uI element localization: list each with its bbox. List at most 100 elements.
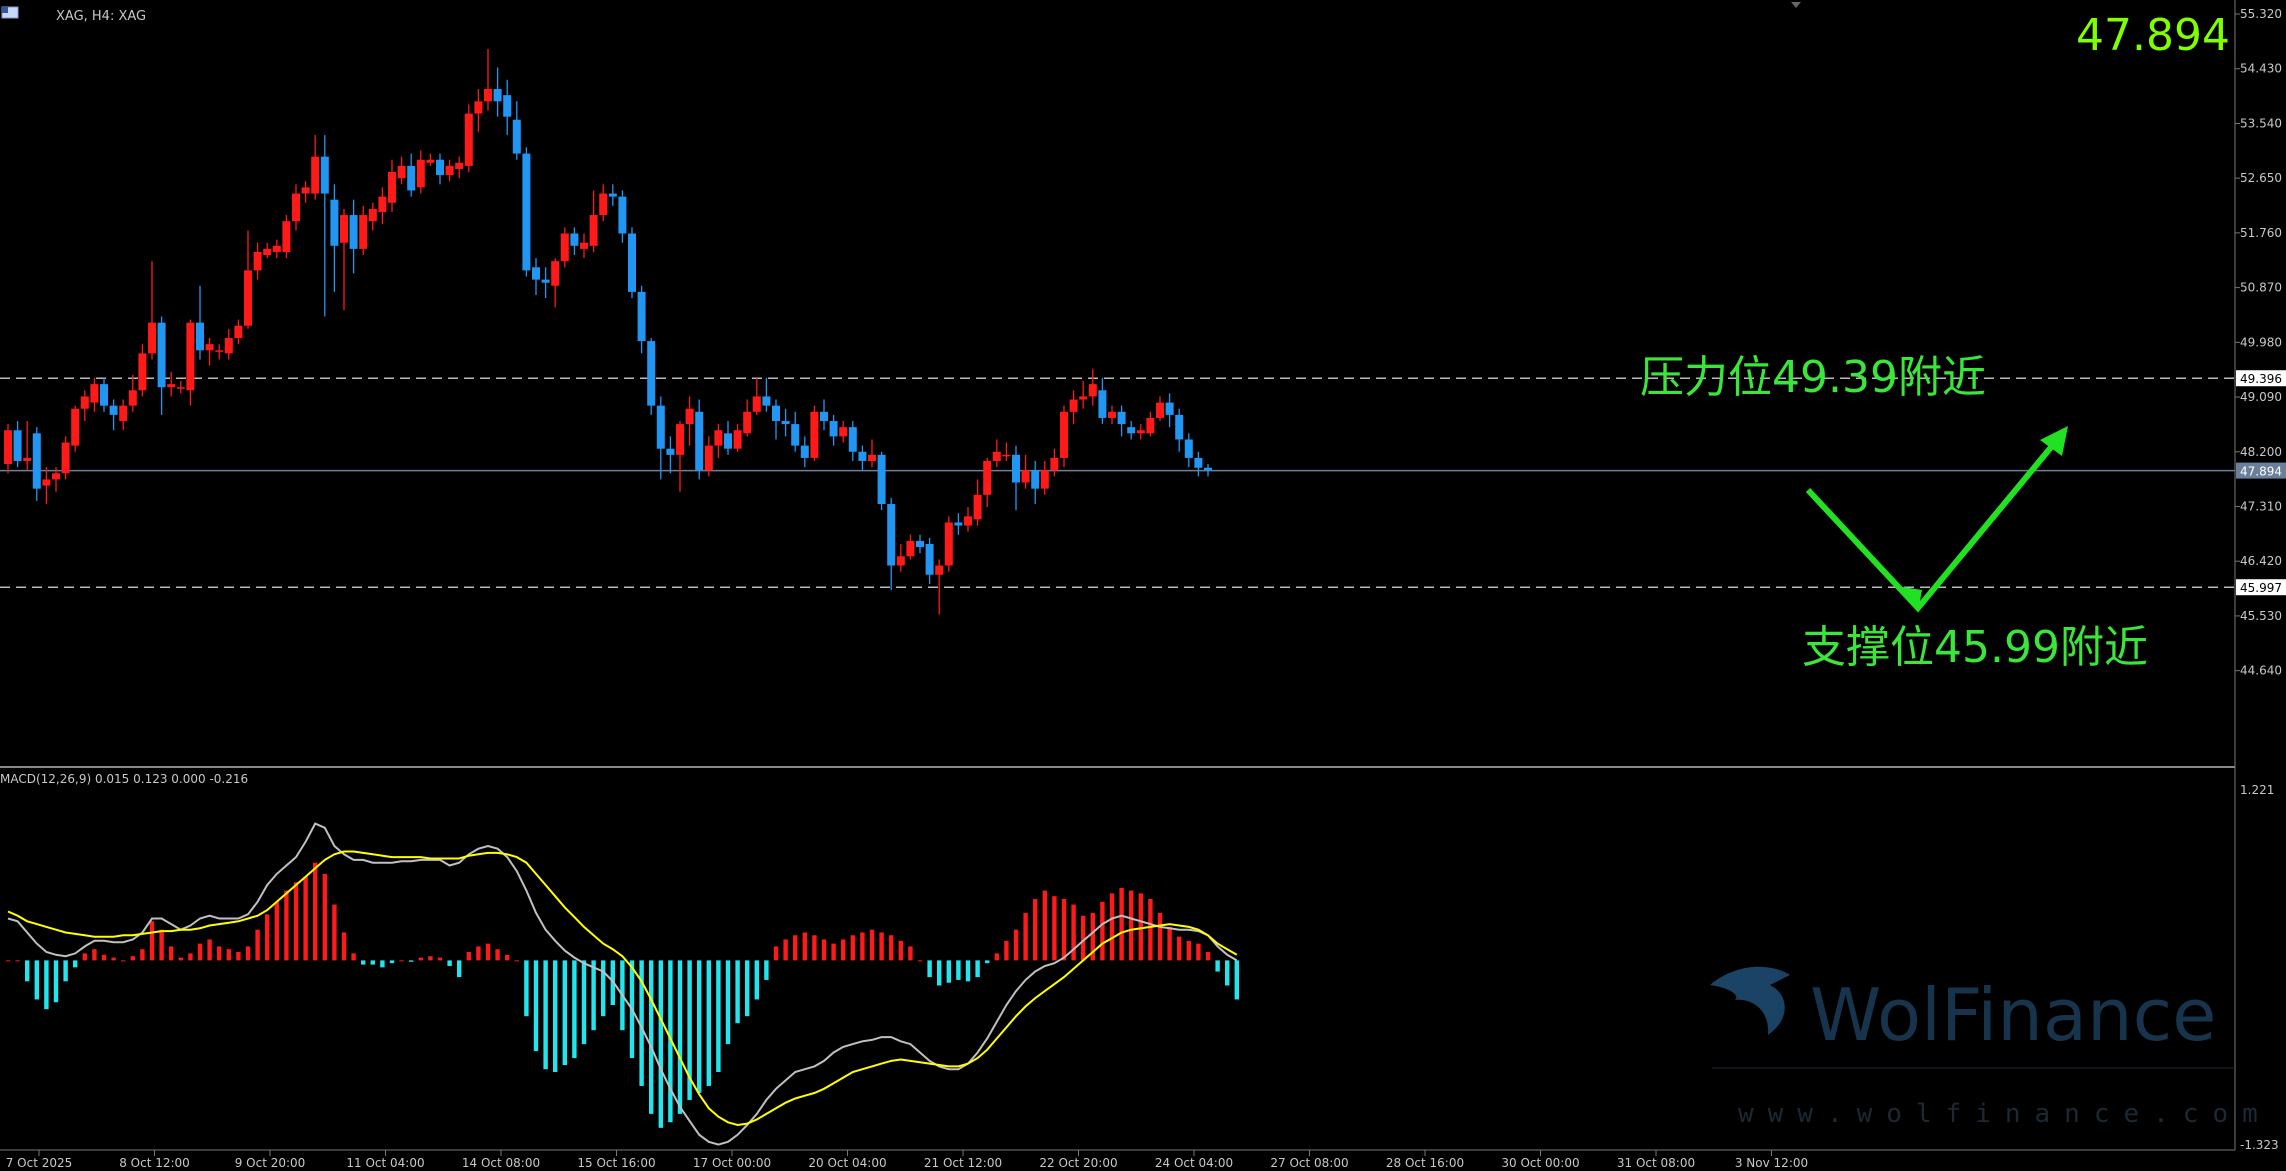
candle-bull (128, 390, 137, 406)
time-tick-label: 15 Oct 16:00 (577, 1156, 655, 1170)
macd-histogram-bar (783, 939, 788, 961)
candle-bull (234, 325, 243, 339)
candle-bull (464, 113, 473, 166)
candle-bull (4, 430, 12, 465)
macd-histogram-bar (5, 960, 11, 962)
price-tick-label: 49.090 (2240, 390, 2282, 404)
time-tick-label: 20 Oct 04:00 (808, 1156, 886, 1170)
candle-bear (1175, 414, 1184, 440)
macd-histogram-bar (812, 935, 817, 961)
price-tick-label: 54.430 (2240, 62, 2282, 76)
candle-bull (292, 193, 300, 222)
flag-canton (2, 7, 8, 13)
price-tick-label: 44.640 (2240, 664, 2282, 678)
macd-histogram-bar (937, 960, 942, 986)
candle-bull (23, 457, 32, 461)
candle-bear (820, 411, 828, 422)
candle-bull (301, 187, 310, 194)
macd-tick-label: 1.221 (2240, 783, 2274, 797)
macd-histogram-bar (341, 932, 347, 961)
macd-histogram-bar (898, 940, 903, 961)
macd-histogram-bar (1157, 912, 1163, 961)
candle-bear (522, 153, 531, 271)
macd-histogram-bar (130, 956, 135, 961)
candle-bear (407, 165, 416, 191)
candle-bull (964, 516, 972, 526)
candle-bull (263, 248, 272, 256)
macd-histogram-bar (476, 946, 481, 961)
macd-histogram-bar (793, 935, 798, 961)
candle-bear (330, 199, 339, 246)
macd-histogram-bar (293, 882, 299, 961)
candle-bull (61, 442, 70, 474)
macd-histogram-bar (418, 957, 423, 961)
price-tick-label: 46.420 (2240, 554, 2282, 568)
macd-histogram-bar (447, 960, 452, 966)
price-tag-label: 47.894 (2240, 465, 2282, 479)
candle-bull (868, 454, 876, 461)
macd-histogram-bar (687, 960, 692, 1100)
macd-histogram-bar (524, 960, 529, 1017)
macd-histogram-bar (284, 890, 289, 961)
macd-histogram-bar (1196, 943, 1201, 961)
candle-bull (992, 451, 1001, 461)
candle-bull (983, 460, 992, 495)
time-tick-label: 27 Oct 08:00 (1270, 1156, 1348, 1170)
macd-histogram-bar (457, 960, 462, 978)
price-level-lines: 49.396 47.894 45.997 (0, 370, 2286, 596)
candle-bull (896, 556, 905, 566)
macd-histogram-bar (591, 960, 596, 1031)
candle-bear (887, 504, 896, 566)
candle-bull (589, 215, 598, 246)
candle-bear (100, 384, 108, 406)
candle-bull (484, 89, 492, 102)
macd-histogram-bar (831, 943, 836, 961)
macd-histogram-bar (1177, 936, 1182, 961)
macd-histogram-bar (361, 960, 366, 965)
macd-histogram-bar (917, 960, 923, 962)
macd-label: MACD(12,26,9) 0.015 0.123 0.000 -0.216 (0, 772, 248, 786)
macd-histogram-bar (466, 952, 471, 961)
time-tick-label: 22 Oct 20:00 (1039, 1156, 1117, 1170)
candle-bull (52, 473, 60, 480)
candle-bull (80, 396, 89, 409)
macd-histogram-bar (697, 960, 702, 1093)
macd-histogram-bar (63, 960, 68, 982)
candle-bull (224, 338, 233, 354)
candle-bear (1194, 457, 1203, 468)
candle-bear (503, 95, 512, 117)
candle-bull (743, 411, 752, 434)
macd-histogram-bar (1023, 912, 1028, 961)
macd-histogram-bar (226, 949, 231, 961)
macd-histogram-bar (505, 954, 510, 961)
candle-bull (906, 540, 915, 557)
macd-histogram-bar (1071, 904, 1076, 961)
candle-bear (637, 291, 646, 342)
candle-bear (493, 89, 502, 102)
macd-histogram-bar (677, 960, 683, 1114)
candle-bear (1184, 439, 1193, 458)
macd-histogram-bar (543, 960, 548, 1070)
macd-histogram-bar (313, 862, 318, 961)
candle-bull (714, 430, 723, 446)
macd-histogram-bar (908, 946, 913, 961)
candle-bull (685, 408, 694, 425)
macd-histogram-bar (1033, 898, 1038, 961)
macd-histogram-bar (553, 960, 558, 1073)
price-tick-label: 55.320 (2240, 7, 2282, 21)
macd-histogram-bar (1052, 896, 1057, 961)
candle-bear (791, 424, 800, 446)
candle-bull (810, 411, 819, 458)
shift-marker-icon[interactable] (1791, 2, 1801, 8)
time-tick-label: 9 Oct 20:00 (235, 1156, 306, 1170)
candle-bear (829, 421, 838, 437)
macd-histogram-bar (725, 960, 731, 1045)
candle-bear (512, 119, 521, 154)
macd-histogram-bar (735, 960, 740, 1024)
macd-indicator (5, 822, 1239, 1146)
candle-bear (436, 159, 444, 176)
candle-bull (676, 424, 684, 455)
macd-histogram-bar (572, 960, 577, 1059)
window-header: XAG, H4: XAG (1, 6, 146, 24)
